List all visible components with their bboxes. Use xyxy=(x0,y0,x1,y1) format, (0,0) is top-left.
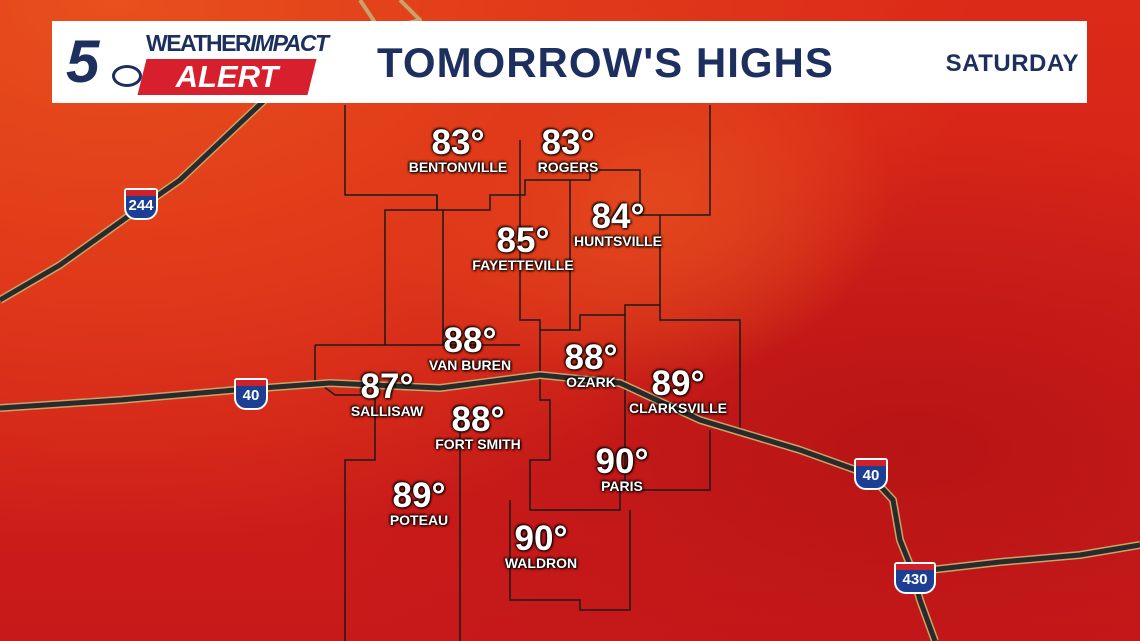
city-name: HUNTSVILLE xyxy=(574,233,662,249)
forecast-day: SATURDAY xyxy=(945,50,1079,77)
interstate-430-shield: 430 xyxy=(894,562,936,594)
city-name: PARIS xyxy=(601,478,643,494)
city-sallisaw: 87° SALLISAW xyxy=(350,367,424,420)
temperature: 89° xyxy=(392,476,446,515)
city-waldron: 90° WALDRON xyxy=(504,519,578,572)
cbs-eye-icon xyxy=(112,65,142,87)
city-name: POTEAU xyxy=(389,512,449,528)
city-ozark: 88° OZARK xyxy=(564,338,618,391)
city-name: CLARKSVILLE xyxy=(629,400,727,416)
city-poteau: 89° POTEAU xyxy=(389,476,449,529)
temperature: 90° xyxy=(595,442,649,481)
city-bentonville: 83° BENTONVILLE xyxy=(408,123,508,176)
temperature: 87° xyxy=(360,367,414,406)
temperature: 88° xyxy=(451,400,505,439)
temperature: 88° xyxy=(443,321,497,360)
interstate-244-shield: 244 xyxy=(124,188,158,220)
shield-label: 40 xyxy=(862,467,880,484)
temperature: 85° xyxy=(496,221,550,260)
alert-badge: ALERT xyxy=(137,59,317,95)
city-name: FORT SMITH xyxy=(435,436,521,452)
city-name: OZARK xyxy=(566,374,616,390)
city-name: BENTONVILLE xyxy=(408,159,508,175)
shield-label: 40 xyxy=(242,387,260,404)
alert-label: ALERT xyxy=(175,59,279,94)
weather-impact-logo: WEATHERIMPACT xyxy=(146,30,329,57)
temperature: 88° xyxy=(564,338,618,377)
temperature: 89° xyxy=(651,364,705,403)
city-rogers: 83° ROGERS xyxy=(537,123,599,176)
temperature: 83° xyxy=(541,123,595,162)
temperature: 84° xyxy=(591,197,645,236)
interstate-40-shield: 40 xyxy=(854,458,888,490)
city-paris: 90° PARIS xyxy=(595,442,649,495)
interstate-40-shield: 40 xyxy=(234,378,268,410)
city-van-buren: 88° VAN BUREN xyxy=(428,321,512,374)
city-name: WALDRON xyxy=(504,555,578,571)
city-fayetteville: 85° FAYETTEVILLE xyxy=(472,221,574,274)
shield-label: 430 xyxy=(902,571,928,588)
page-title: TOMORROW'S HIGHS xyxy=(377,39,834,86)
city-name: FAYETTEVILLE xyxy=(472,257,574,273)
temperature: 90° xyxy=(514,519,568,558)
header-banner: 5 WEATHERIMPACT ALERT TOMORROW'S HIGHS S… xyxy=(52,21,1087,103)
logo-weather: WEATHER xyxy=(146,30,252,56)
shield-label: 244 xyxy=(128,197,154,214)
city-name: ROGERS xyxy=(537,159,599,175)
temperature: 83° xyxy=(431,123,485,162)
city-fort-smith: 88° FORT SMITH xyxy=(435,400,521,453)
logo-impact: IMPACT xyxy=(250,30,329,56)
channel-logo: 5 xyxy=(66,28,99,95)
city-huntsville: 84° HUNTSVILLE xyxy=(574,197,662,250)
city-name: VAN BUREN xyxy=(428,357,512,373)
city-clarksville: 89° CLARKSVILLE xyxy=(629,364,727,417)
county-borders xyxy=(314,105,741,641)
city-name: SALLISAW xyxy=(350,403,424,419)
